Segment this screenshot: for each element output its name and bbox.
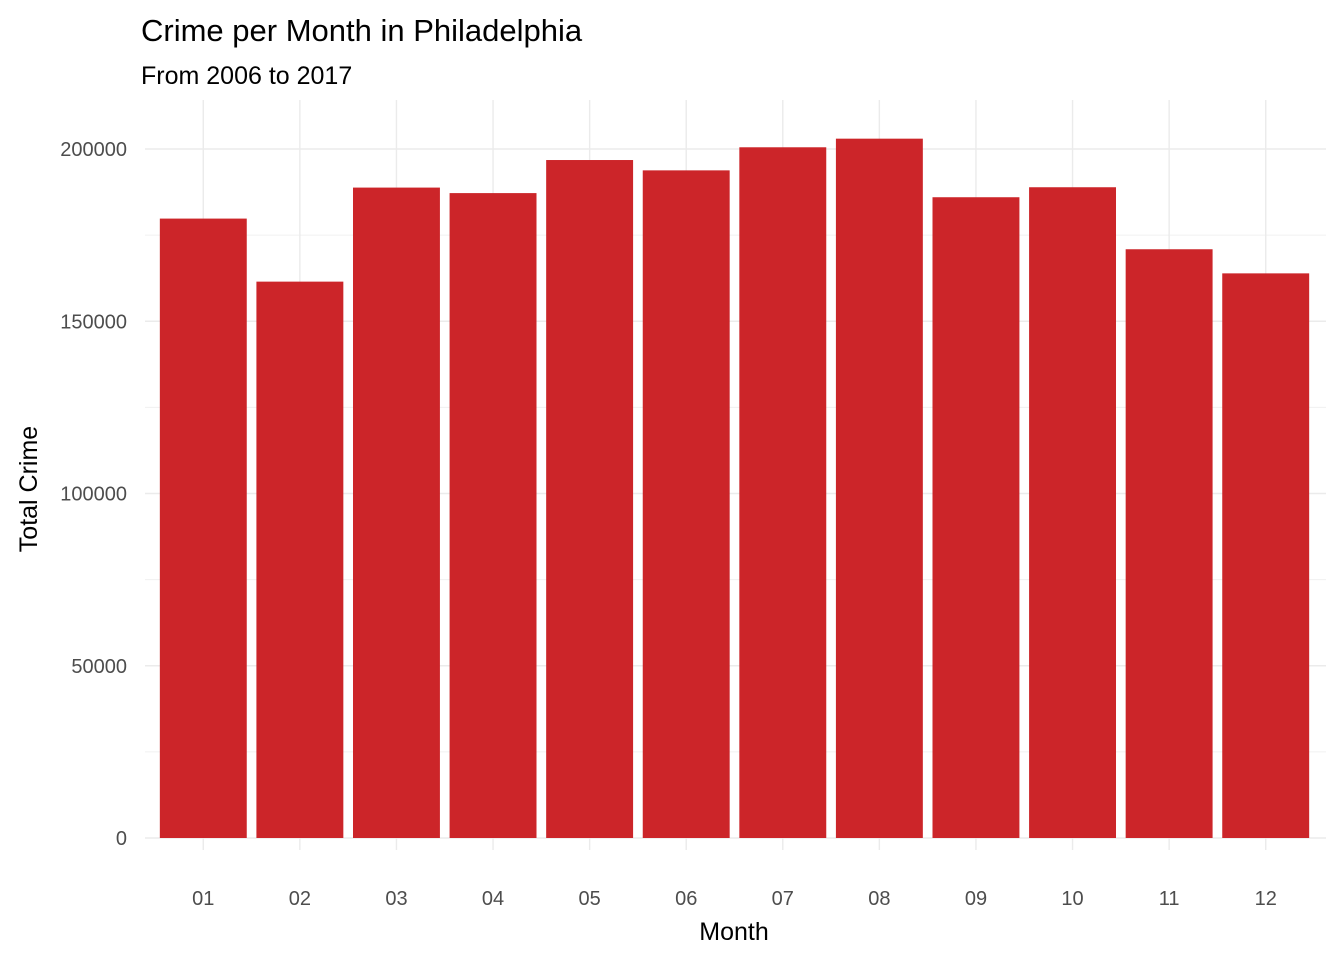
bars: [159, 138, 1310, 839]
chart-title: Crime per Month in Philadelphia: [141, 13, 583, 48]
x-tick-label: 03: [385, 888, 407, 910]
bar-07: [739, 147, 827, 839]
x-tick-label: 11: [1159, 888, 1180, 910]
bar-12: [1222, 273, 1310, 838]
bar-06: [642, 170, 730, 838]
bar-04: [449, 193, 537, 838]
y-tick-label: 50000: [71, 656, 127, 678]
bar-09: [932, 197, 1020, 839]
bar-11: [1125, 249, 1213, 838]
x-tick-label: 08: [868, 888, 890, 910]
y-tick-label: 0: [116, 828, 127, 850]
bar-03: [352, 187, 440, 839]
x-tick-label: 06: [675, 888, 697, 910]
x-tick-label: 05: [579, 888, 601, 910]
x-tick-label: 01: [192, 888, 214, 910]
bar-02: [256, 281, 344, 838]
x-tick-label: 12: [1255, 888, 1277, 910]
x-tick-label: 07: [772, 888, 794, 910]
x-tick-label: 04: [482, 888, 504, 910]
bar-10: [1029, 187, 1117, 838]
x-axis-ticks: 01 02 03 04 05 06 07 08 09 10 11 12: [192, 888, 1277, 910]
y-axis-title: Total Crime: [15, 426, 43, 552]
bar-05: [546, 160, 634, 839]
x-tick-label: 10: [1061, 888, 1083, 910]
chart-subtitle: From 2006 to 2017: [141, 62, 352, 90]
x-axis-title: Month: [699, 918, 768, 946]
bar-08: [835, 138, 923, 839]
y-axis-ticks: 0 50000 100000 150000 200000: [60, 139, 127, 850]
y-tick-label: 200000: [60, 139, 127, 161]
bar-01: [159, 218, 247, 839]
x-tick-label: 02: [289, 888, 311, 910]
x-tick-label: 09: [965, 888, 987, 910]
y-tick-label: 150000: [60, 311, 127, 333]
y-tick-label: 100000: [60, 484, 127, 506]
